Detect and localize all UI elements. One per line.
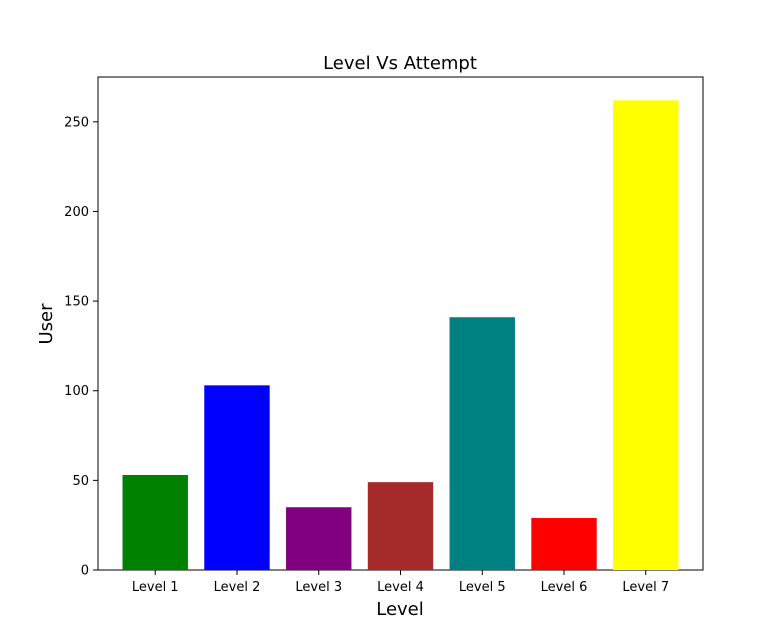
chart-title: Level Vs Attempt [323, 53, 477, 74]
x-tick-label-7: Level 7 [622, 580, 669, 595]
y-axis: 0 50 100 150 200 250 [64, 115, 98, 579]
y-axis-label: User [36, 303, 57, 345]
bar-3 [286, 507, 352, 570]
y-tick-label-0: 0 [81, 564, 89, 579]
y-tick-label-100: 100 [64, 384, 89, 399]
y-tick-label-250: 250 [64, 115, 89, 130]
x-tick-label-6: Level 6 [541, 580, 588, 595]
x-tick-label-1: Level 1 [132, 580, 179, 595]
y-tick-label-50: 50 [72, 474, 89, 489]
bar-5 [449, 317, 515, 570]
x-tick-label-3: Level 3 [295, 580, 342, 595]
x-axis: Level 1 Level 2 Level 3 Level 4 Level 5 Level… [132, 570, 669, 595]
x-tick-label-2: Level 2 [214, 580, 261, 595]
y-tick-label-150: 150 [64, 295, 89, 310]
x-tick-label-5: Level 5 [459, 580, 506, 595]
bar-2 [204, 385, 270, 570]
x-tick-label-4: Level 4 [377, 580, 424, 595]
x-axis-label: Level [376, 599, 424, 620]
bar-1 [122, 474, 188, 570]
bar-6 [531, 518, 597, 570]
bar-7 [613, 100, 679, 571]
bars-group [122, 100, 679, 571]
bar-4 [367, 482, 434, 570]
y-tick-label-200: 200 [64, 205, 89, 220]
